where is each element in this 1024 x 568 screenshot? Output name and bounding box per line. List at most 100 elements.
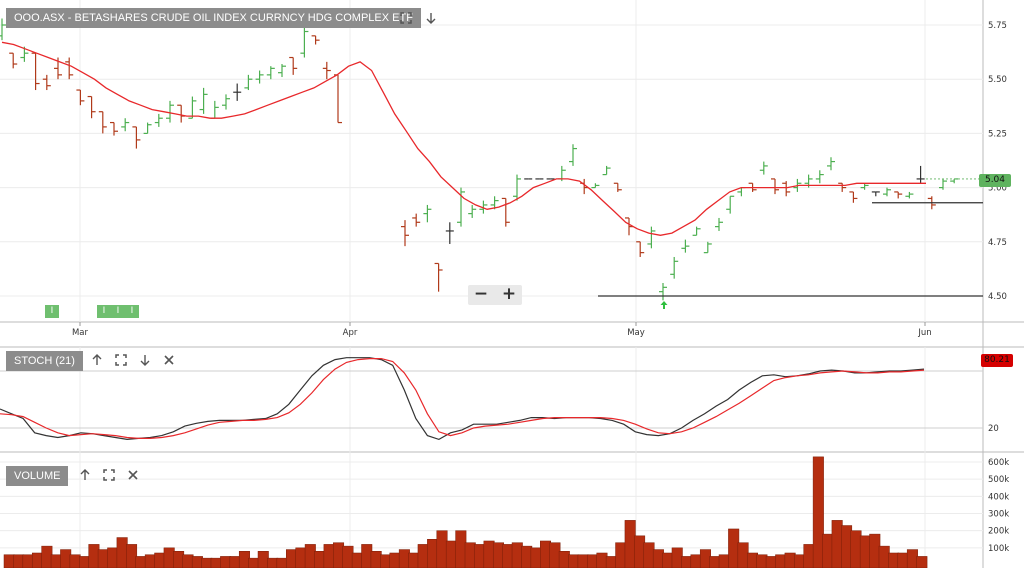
volume-bar [709,556,721,568]
volume-bar [699,549,711,568]
volume-bar [728,528,740,568]
volume-bar [361,544,373,568]
volume-bar [351,552,363,568]
volume-bar [257,551,269,568]
volume-bar [22,554,34,568]
stoch-value: 80.21 [984,355,1010,365]
volume-bar [408,552,420,568]
volume-bar [50,554,62,568]
volume-bar [304,544,316,568]
volume-bar [794,554,806,568]
volume-bar [775,554,787,568]
volume-bar [492,542,504,568]
y-tick-label: 500k [988,475,1009,485]
fullscreen-icon[interactable] [102,468,116,482]
volume-bar [841,525,853,568]
price-plot [0,18,983,309]
price-tag: 5.04 [979,174,1011,187]
arrow-down-icon[interactable] [138,353,152,367]
x-tick-label: Apr [343,328,358,338]
volume-bar [455,530,467,568]
volume-bar [163,547,175,568]
zoom-out-button[interactable]: − [473,284,489,304]
volume-bar [3,554,15,568]
volume-bar [690,554,702,568]
volume-bar [549,542,561,568]
volume-bar [220,556,232,568]
volume-bar [850,530,862,568]
volume-bar [116,537,128,568]
volume-bar [79,556,91,568]
volume-bar [577,554,589,568]
volume-bar [41,545,53,568]
price-tag-value: 5.04 [984,175,1006,185]
volume-bar [389,552,401,568]
volume-bar [812,456,824,568]
close-icon[interactable] [162,353,176,367]
volume-bar [248,557,260,568]
volume-bar [474,544,486,568]
volume-bar [511,542,523,568]
volume-bar [681,556,693,568]
stoch-d-line [0,358,925,439]
moving-average-line [1,41,926,236]
volume-bar [173,551,185,568]
volume-bar [737,542,749,568]
volume-bar [135,556,147,568]
y-tick-label: 5.50 [988,75,1007,85]
volume-bar [634,535,646,568]
volume-bar [483,540,495,568]
y-tick-label: 300k [988,510,1009,520]
x-tick-label: Mar [72,328,89,338]
volume-bar [97,549,109,568]
arrow-up-icon[interactable] [78,468,92,482]
volume-bar [558,551,570,568]
volume-plot [3,456,928,568]
event-flag[interactable]: I [125,305,139,318]
volume-bar [605,556,617,568]
volume-bar [615,542,627,568]
volume-bar [69,554,81,568]
volume-bar [671,547,683,568]
axis-labels: 5.75 5.50 5.25 5.00 4.75 4.50 Mar Apr May Jun 20 60… [72,21,1009,554]
stoch-panel-title: STOCH (21) [6,351,83,371]
y-tick-label: 200k [988,527,1009,537]
volume-bar [417,544,429,568]
y-tick-label: 400k [988,492,1009,502]
volume-bar [784,552,796,568]
volume-bar [144,554,156,568]
volume-bar [765,556,777,568]
volume-bar [718,554,730,568]
volume-bar [13,554,25,568]
event-flag[interactable]: I [97,305,111,318]
volume-bar [756,554,768,568]
volume-bar [869,533,881,568]
arrow-down-icon[interactable] [424,11,438,25]
volume-bar [107,547,119,568]
zoom-in-button[interactable]: + [501,284,517,304]
main-panel-title: OOO.ASX - BETASHARES CRUDE OIL INDEX CUR… [6,8,421,28]
volume-bar [295,547,307,568]
volume-bar [831,520,843,568]
close-icon[interactable] [126,468,140,482]
event-flag[interactable]: I [45,305,59,318]
volume-bar [31,552,43,568]
zoom-control: − + [468,285,522,305]
fullscreen-icon[interactable] [399,11,413,25]
y-tick-label: 5.00 [988,184,1007,194]
volume-bar [342,545,354,568]
volume-bar [88,544,100,568]
volume-bar [822,533,834,568]
volume-bar [60,549,72,568]
event-flag[interactable]: I [111,305,125,318]
arrow-up-icon[interactable] [90,353,104,367]
volume-bar [587,554,599,568]
volume-bar [201,557,213,568]
fullscreen-icon[interactable] [114,353,128,367]
arrow-up-icon [660,301,668,309]
x-tick-label: Jun [917,328,931,338]
volume-bar [238,551,250,568]
volume-bar [154,552,166,568]
